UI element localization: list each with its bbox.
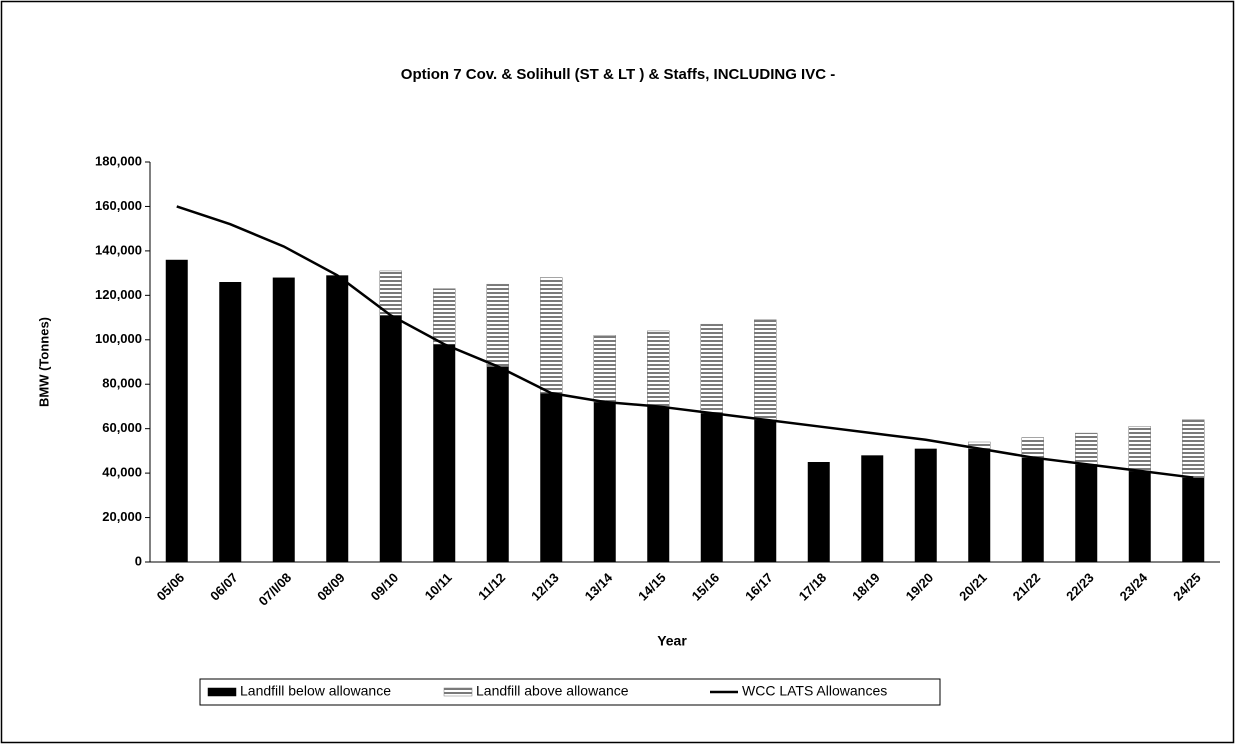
legend-label: Landfill below allowance [240,683,391,699]
x-tick-label: 05/06 [154,570,188,604]
y-tick-label: 20,000 [102,509,142,524]
x-tick-label: 23/24 [1117,569,1151,603]
bar [593,335,616,403]
x-tick-label: 20/21 [956,570,990,604]
line [176,205,1194,479]
bar [486,283,509,367]
bar [1075,464,1098,562]
y-tick-label: 120,000 [95,287,142,302]
bar [540,277,563,394]
bar [754,319,777,421]
x-tick-label: 13/14 [582,569,616,603]
bar [433,344,456,562]
x-tick-label: 12/13 [528,570,562,604]
bar [968,448,991,562]
bar [1182,419,1205,478]
y-tick-label: 100,000 [95,331,142,346]
x-tick-label: 16/17 [742,570,776,604]
x-tick-label: 18/19 [849,570,883,604]
x-tick-label: 19/20 [903,570,937,604]
bar [165,259,188,562]
bar [326,275,349,562]
y-tick-label: 180,000 [95,153,142,168]
bar [219,282,242,562]
legend-swatch [443,687,473,697]
chart-title: Option 7 Cov. & Solihull (ST & LT ) & St… [401,66,835,83]
x-axis-label: Year [657,633,687,649]
x-tick-label: 21/22 [1010,570,1044,604]
x-tick-label: 08/09 [314,570,348,604]
bar [807,462,830,562]
legend-label: Landfill above allowance [476,683,629,699]
y-tick-label: 160,000 [95,198,142,213]
bar [379,315,402,562]
x-tick-label: 17/18 [796,570,830,604]
bar [861,455,884,562]
bar [700,413,723,562]
legend-swatch [207,687,237,697]
y-tick-label: 140,000 [95,242,142,257]
bar [272,277,295,562]
bar [593,402,616,562]
bar [647,330,670,407]
bar [700,323,723,414]
bar [540,393,563,562]
bar [647,406,670,562]
bar [433,288,456,345]
x-tick-label: 11/12 [475,570,508,603]
bar [1021,437,1044,458]
bar [1075,432,1098,465]
x-tick-label: 10/11 [422,570,455,603]
x-tick-label: 22/23 [1063,570,1097,604]
bar [754,419,777,562]
x-tick-label: 15/16 [689,570,723,604]
bar [486,366,509,562]
bar [1128,470,1151,562]
y-tick-label: 80,000 [102,376,142,391]
bar [1021,457,1044,562]
x-tick-label: 07/I/08 [256,570,295,609]
bar [1128,426,1151,472]
y-tick-label: 0 [135,553,142,568]
y-tick-label: 40,000 [102,465,142,480]
x-tick-label: 09/10 [368,570,402,604]
y-tick-label: 60,000 [102,420,142,435]
legend-label: WCC LATS Allowances [742,683,887,699]
x-tick-label: 14/15 [635,570,669,604]
y-axis-label: BMW (Tonnes) [36,317,51,407]
legend [199,678,941,706]
x-tick-label: 24/25 [1170,570,1204,604]
x-tick-label: 06/07 [207,570,241,604]
bar [914,448,937,562]
bar [1182,477,1205,562]
